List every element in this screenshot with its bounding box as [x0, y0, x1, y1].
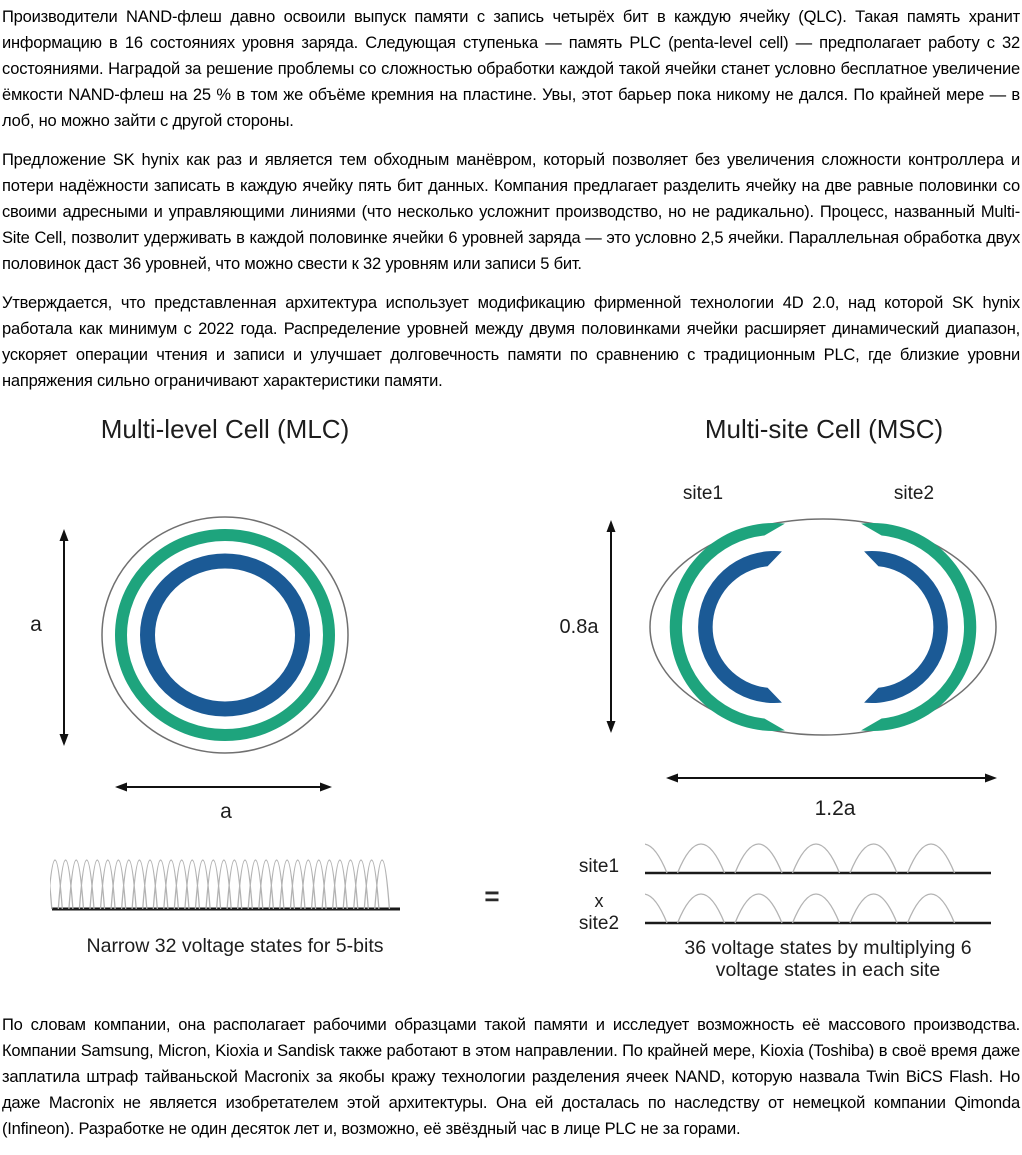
msc-site2-label: site2	[893, 483, 935, 504]
paragraph-sk-hynix-proposal: Предложение SK hynix как раз и является …	[2, 151, 1020, 273]
mlc-waveform	[50, 859, 391, 910]
mlc-green-ring	[115, 529, 335, 741]
mlc-width-arrow	[115, 782, 332, 792]
equals-sign: =	[484, 881, 500, 911]
mlc-height-dimension-label: a	[30, 613, 42, 636]
mlc-height-arrow	[59, 529, 69, 746]
cell-diagram-canvas	[50, 516, 997, 925]
msc-caption: 36 voltage states by multiplying 6 volta…	[648, 937, 1008, 981]
msc-waveform-multiply-label: x	[594, 891, 604, 911]
mlc-width-dimension-label: a	[220, 800, 232, 823]
msc-height-dimension-label: 0.8a	[559, 616, 599, 638]
paragraph-closing: По словам компании, она располагает рабо…	[2, 1016, 1020, 1138]
paragraph-intro: Производители NAND-флеш давно освоили вы…	[2, 8, 1020, 130]
mlc-caption: Narrow 32 voltage states for 5-bits	[86, 935, 384, 957]
msc-width-dimension-label: 1.2a	[814, 797, 856, 820]
msc-title: Multi-site Cell (MSC)	[704, 414, 944, 444]
msc-diagram	[606, 518, 997, 925]
msc-waveform-site1-label: site1	[578, 856, 620, 877]
msc-site1-label: site1	[682, 483, 724, 504]
msc-waveform-site2-label: site2	[578, 913, 620, 934]
msc-height-arrow	[606, 520, 616, 733]
msc-site1-blue-arc	[698, 551, 782, 703]
msc-site2-waveform	[645, 893, 956, 924]
msc-caption-line2: voltage states in each site	[715, 959, 941, 981]
figure-cell-diagram: Multi-level Cell (MLC) Multi-site Cell (…	[2, 410, 1020, 1010]
msc-caption-line1: 36 voltage states by multiplying 6	[684, 937, 972, 959]
msc-width-arrow	[666, 773, 997, 783]
msc-site2-blue-arc	[864, 551, 948, 703]
mlc-blue-ring	[140, 553, 310, 717]
mlc-outer-circle	[101, 516, 349, 754]
paragraph-4d-technology: Утверждается, что представленная архитек…	[2, 294, 1020, 390]
mlc-diagram	[50, 516, 400, 911]
msc-site1-waveform	[645, 843, 956, 874]
mlc-title: Multi-level Cell (MLC)	[100, 414, 350, 444]
